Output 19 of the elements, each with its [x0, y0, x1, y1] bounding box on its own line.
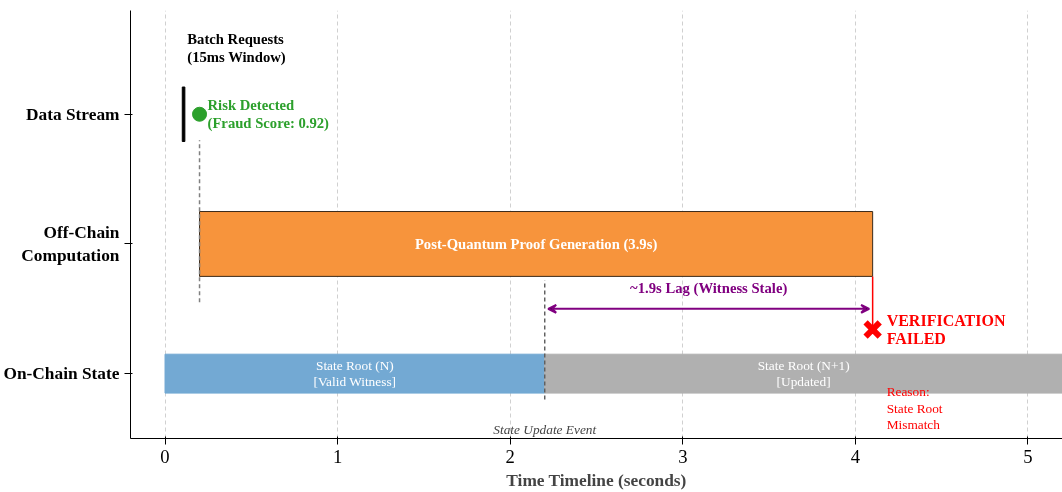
- x-tick-label: 1: [332, 445, 343, 467]
- x-tick-label: 5: [1023, 445, 1033, 467]
- annotation: Reason: State Root Mismatch: [886, 384, 943, 433]
- x-tick-label: 4: [850, 445, 861, 467]
- annotation: State Root (N) [Valid Witness]: [313, 357, 397, 390]
- ref-line-label: State Update Event: [493, 421, 597, 437]
- x-tick-label: 3: [678, 445, 688, 467]
- annotation: Post-Quantum Proof Generation (3.9s): [414, 235, 658, 253]
- x-tick-label: 0: [160, 445, 170, 467]
- y-tick-label: Off-Chain Computation: [21, 223, 120, 265]
- annotation: VERIFICATION FAILED: [886, 311, 1006, 348]
- x-axis-title: Time Timeline (seconds): [506, 470, 687, 490]
- annotation: ~1.9s Lag (Witness Stale): [630, 279, 788, 297]
- annotation: Risk Detected (Fraud Score: 0.92): [207, 97, 330, 133]
- y-tick-label: On-Chain State: [3, 364, 120, 384]
- annotation: State Root (N+1) [Updated]: [757, 357, 850, 390]
- y-tick-label: Data Stream: [25, 104, 121, 124]
- annotation: Batch Requests (15ms Window): [187, 31, 286, 66]
- x-tick-label: 2: [505, 445, 515, 467]
